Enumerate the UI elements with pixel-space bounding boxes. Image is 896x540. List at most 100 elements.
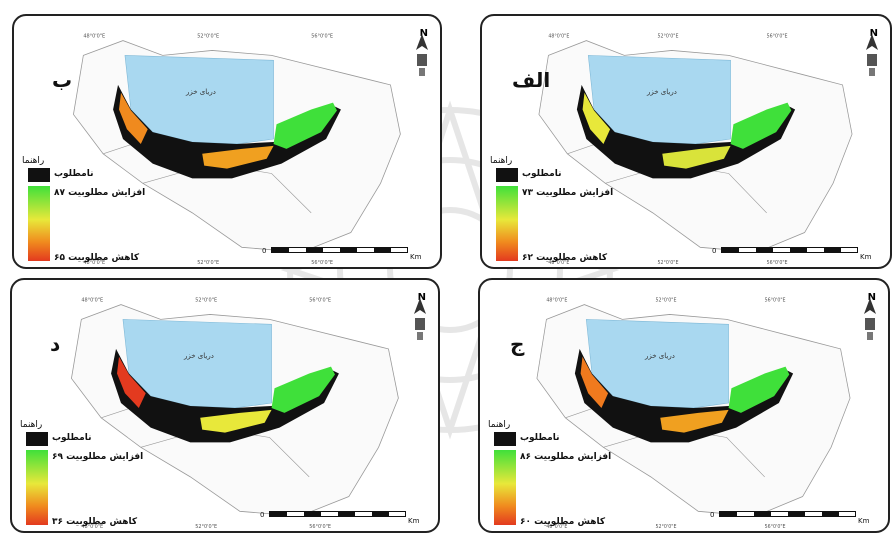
svg-text:48°0'0"E: 48°0'0"E: [81, 298, 103, 304]
legend-color-ramp: [496, 186, 518, 261]
north-arrow-icon: [866, 34, 878, 76]
north-label: N: [869, 28, 878, 39]
east-zone: [730, 102, 792, 149]
legend-swatch-unsuitable: [496, 168, 518, 182]
svg-text:52°0'0"E: 52°0'0"E: [197, 260, 219, 266]
svg-text:52°0'0"E: 52°0'0"E: [656, 524, 677, 530]
svg-text:52°0'0"E: 52°0'0"E: [195, 524, 217, 530]
sea-label: دریای خزر: [647, 88, 677, 96]
map-panel-jim: 48°0'0"E 52°0'0"E 56°0'0"E 48°0'0"E 52°0…: [478, 278, 890, 533]
legend-label-high: افزایش مطلوبیت ۸۶: [520, 452, 612, 462]
legend-swatch-unsuitable: [28, 168, 50, 182]
legend-label-low: کاهش مطلوبیت ۶۰: [520, 517, 606, 527]
legend-swatch-unsuitable: [494, 432, 516, 446]
legend-color-ramp: [28, 186, 50, 261]
mid-zone: [200, 409, 272, 433]
legend-color-ramp: [494, 450, 516, 525]
legend-label-low: کاهش مطلوبیت ۶۵: [54, 253, 140, 263]
legend-label-high: افزایش مطلوبیت ۸۷: [54, 188, 146, 198]
scale-tick: 0: [712, 247, 717, 255]
north-label: N: [417, 292, 426, 303]
panel-letter: ج: [510, 332, 525, 356]
legend-title: راهنما: [490, 156, 513, 166]
unsuitable-area: [111, 348, 339, 443]
panel-letter: الف: [512, 68, 551, 92]
east-zone: [273, 102, 337, 149]
svg-text:56°0'0"E: 56°0'0"E: [765, 524, 786, 530]
scale-unit: Km: [408, 517, 420, 525]
legend-label-unsuitable: نامطلوب: [520, 433, 560, 443]
panel-letter: د: [50, 332, 61, 356]
north-arrow-icon: [416, 34, 428, 76]
svg-text:52°0'0"E: 52°0'0"E: [658, 34, 679, 40]
scale-unit: Km: [410, 253, 422, 261]
west-zone: [580, 356, 609, 408]
svg-text:48°0'0"E: 48°0'0"E: [548, 34, 569, 40]
svg-text:56°0'0"E: 56°0'0"E: [767, 260, 788, 266]
unsuitable-area: [576, 84, 796, 179]
legend-title: راهنما: [20, 420, 43, 430]
mid-zone: [662, 145, 731, 169]
scale-unit: Km: [860, 253, 872, 261]
legend-label-low: کاهش مطلوبیت ۶۲: [522, 253, 608, 263]
scale-tick: 0: [260, 511, 265, 519]
legend-title: راهنما: [22, 156, 45, 166]
scale-unit: Km: [858, 517, 870, 525]
scale-bar: [269, 511, 406, 517]
north-label: N: [867, 292, 876, 303]
svg-text:48°0'0"E: 48°0'0"E: [83, 260, 105, 266]
west-zone: [117, 356, 146, 408]
svg-text:52°0'0"E: 52°0'0"E: [197, 34, 219, 40]
west-zone: [119, 92, 148, 144]
svg-text:48°0'0"E: 48°0'0"E: [546, 298, 567, 304]
map-graphic: 48°0'0"E 52°0'0"E 56°0'0"E 48°0'0"E 52°0…: [71, 298, 399, 530]
svg-text:56°0'0"E: 56°0'0"E: [311, 34, 333, 40]
svg-text:48°0'0"E: 48°0'0"E: [83, 34, 105, 40]
svg-text:52°0'0"E: 52°0'0"E: [658, 260, 679, 266]
legend-label-unsuitable: نامطلوب: [522, 169, 562, 179]
svg-text:52°0'0"E: 52°0'0"E: [656, 298, 677, 304]
map-graphic: 48°0'0"E 52°0'0"E 56°0'0"E 48°0'0"E 52°0…: [536, 298, 851, 530]
map-panel-alef: 48°0'0"E 52°0'0"E 56°0'0"E 48°0'0"E 52°0…: [480, 14, 892, 269]
legend-label-unsuitable: نامطلوب: [52, 433, 92, 443]
north-arrow-icon: [414, 298, 426, 340]
svg-text:56°0'0"E: 56°0'0"E: [309, 298, 331, 304]
unsuitable-area: [113, 84, 341, 179]
svg-text:56°0'0"E: 56°0'0"E: [309, 524, 331, 530]
east-zone: [271, 366, 335, 413]
west-zone: [582, 92, 611, 144]
map-graphic: 48°0'0"E 52°0'0"E 56°0'0"E 48°0'0"E 52°0…: [73, 34, 401, 266]
map-panel-b: 48°0'0"E 52°0'0"E 56°0'0"E 48°0'0"E 52°0…: [12, 14, 442, 269]
mid-zone: [202, 145, 274, 169]
svg-text:48°0'0"E: 48°0'0"E: [546, 524, 567, 530]
north-label: N: [419, 28, 428, 39]
legend-label-unsuitable: نامطلوب: [54, 169, 94, 179]
map-graphic: 48°0'0"E 52°0'0"E 56°0'0"E 48°0'0"E 52°0…: [538, 34, 853, 266]
legend-label-high: افزایش مطلوبیت ۶۹: [52, 452, 144, 462]
legend-color-ramp: [26, 450, 48, 525]
legend-label-low: کاهش مطلوبیت ۳۶: [52, 517, 138, 527]
legend-label-high: افزایش مطلوبیت ۷۳: [522, 188, 614, 198]
svg-text:56°0'0"E: 56°0'0"E: [765, 298, 786, 304]
mid-zone: [660, 409, 729, 433]
svg-text:56°0'0"E: 56°0'0"E: [311, 260, 333, 266]
unsuitable-area: [574, 348, 794, 443]
east-zone: [728, 366, 790, 413]
scale-tick: 0: [262, 247, 267, 255]
panel-letter: ب: [52, 68, 73, 92]
scale-bar: [721, 247, 858, 253]
legend-title: راهنما: [488, 420, 511, 430]
svg-text:48°0'0"E: 48°0'0"E: [81, 524, 103, 530]
svg-text:56°0'0"E: 56°0'0"E: [767, 34, 788, 40]
scale-tick: 0: [710, 511, 715, 519]
scale-bar: [271, 247, 408, 253]
north-arrow-icon: [864, 298, 876, 340]
svg-text:52°0'0"E: 52°0'0"E: [195, 298, 217, 304]
legend-swatch-unsuitable: [26, 432, 48, 446]
sea-label: دریای خزر: [645, 352, 675, 360]
svg-text:48°0'0"E: 48°0'0"E: [548, 260, 569, 266]
sea-label: دریای خزر: [186, 88, 216, 96]
scale-bar: [719, 511, 856, 517]
sea-label: دریای خزر: [184, 352, 214, 360]
map-panel-dal: 48°0'0"E 52°0'0"E 56°0'0"E 48°0'0"E 52°0…: [10, 278, 440, 533]
